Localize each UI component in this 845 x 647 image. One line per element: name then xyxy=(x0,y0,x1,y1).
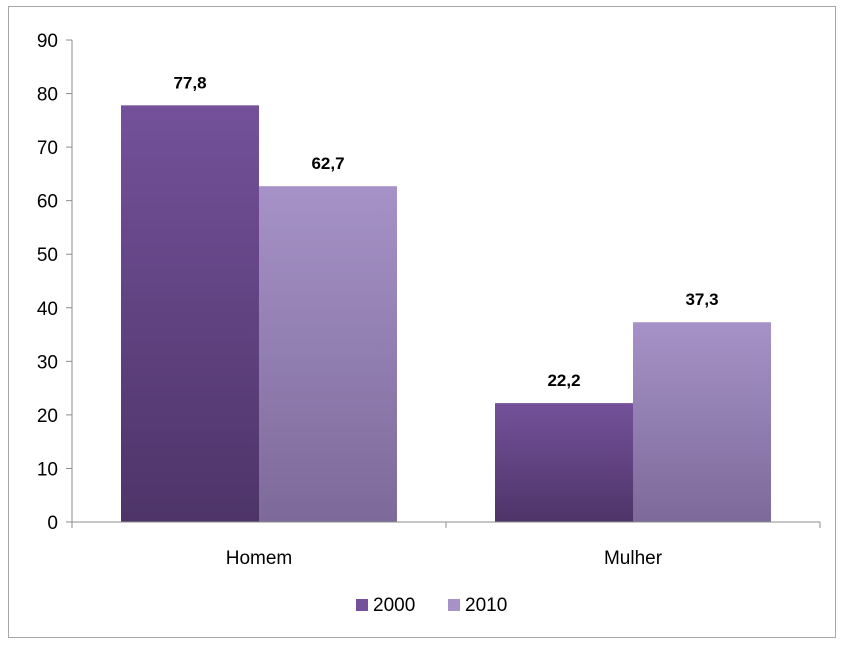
y-tick-label: 40 xyxy=(37,299,58,320)
y-tick-label: 90 xyxy=(37,31,58,52)
x-category-label: Homem xyxy=(226,548,293,569)
bar-2010-mulher xyxy=(633,322,771,522)
legend-label-2000: 2000 xyxy=(373,595,415,616)
y-tick-label: 70 xyxy=(37,138,58,159)
bar-2000-mulher xyxy=(495,403,633,522)
y-tick-label: 10 xyxy=(37,459,58,480)
y-tick-label: 80 xyxy=(37,85,58,106)
y-tick-label: 20 xyxy=(37,406,58,427)
data-label: 37,3 xyxy=(685,290,718,309)
data-label: 77,8 xyxy=(173,73,206,92)
y-tick-label: 30 xyxy=(37,352,58,373)
y-tick-label: 60 xyxy=(37,192,58,213)
y-tick-label: 0 xyxy=(47,513,58,534)
legend-swatch-2000 xyxy=(356,599,368,611)
bar-2000-homem xyxy=(121,105,259,523)
legend-swatch-2010 xyxy=(448,599,460,611)
y-tick-label: 50 xyxy=(37,245,58,266)
bar-2010-homem xyxy=(259,186,397,522)
data-label: 62,7 xyxy=(311,154,344,173)
legend-label-2010: 2010 xyxy=(465,595,507,616)
x-category-label: Mulher xyxy=(604,548,663,569)
data-label: 22,2 xyxy=(547,371,580,390)
